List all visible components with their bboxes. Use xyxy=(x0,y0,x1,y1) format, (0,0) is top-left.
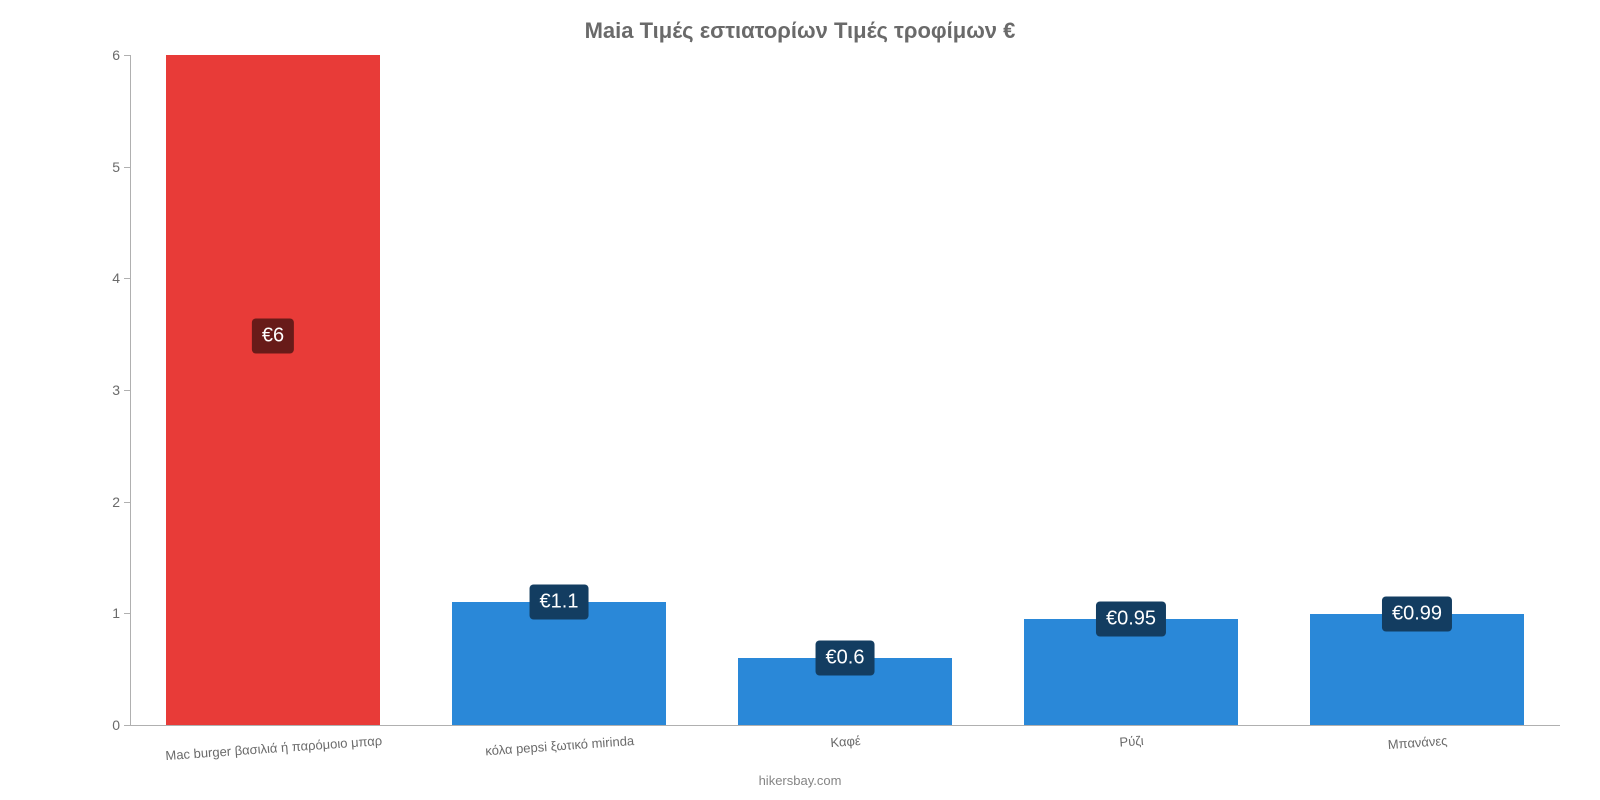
plot-area: 0123456€6Mac burger βασιλιά ή παρόμοιο μ… xyxy=(130,55,1560,725)
value-badge: €0.95 xyxy=(1096,601,1166,636)
x-category-label: κόλα pepsi ξωτικό mirinda xyxy=(485,733,635,758)
y-axis-line xyxy=(130,55,131,725)
y-tick-mark xyxy=(124,725,130,726)
y-tick-mark xyxy=(124,390,130,391)
y-tick-label: 2 xyxy=(90,494,120,510)
bar xyxy=(452,602,667,725)
y-tick-label: 0 xyxy=(90,717,120,733)
x-category-label: Καφέ xyxy=(830,733,861,750)
y-tick-mark xyxy=(124,167,130,168)
chart-credit: hikersbay.com xyxy=(0,773,1600,788)
price-bar-chart: Maia Τιμές εστιατορίων Τιμές τροφίμων € … xyxy=(0,0,1600,800)
chart-title: Maia Τιμές εστιατορίων Τιμές τροφίμων € xyxy=(0,18,1600,44)
y-tick-mark xyxy=(124,55,130,56)
y-tick-mark xyxy=(124,502,130,503)
bar xyxy=(166,55,381,725)
value-badge: €6 xyxy=(252,319,294,354)
y-tick-label: 4 xyxy=(90,270,120,286)
y-tick-label: 5 xyxy=(90,159,120,175)
value-badge: €0.99 xyxy=(1382,597,1452,632)
y-tick-label: 6 xyxy=(90,47,120,63)
y-tick-label: 3 xyxy=(90,382,120,398)
value-badge: €0.6 xyxy=(816,641,875,676)
y-tick-label: 1 xyxy=(90,605,120,621)
y-tick-mark xyxy=(124,613,130,614)
x-axis-line xyxy=(130,725,1560,726)
value-badge: €1.1 xyxy=(530,585,589,620)
x-category-label: Ρύζι xyxy=(1119,733,1144,750)
y-tick-mark xyxy=(124,278,130,279)
x-category-label: Mac burger βασιλιά ή παρόμοιο μπαρ xyxy=(165,733,383,763)
x-category-label: Μπανάνες xyxy=(1387,733,1448,752)
